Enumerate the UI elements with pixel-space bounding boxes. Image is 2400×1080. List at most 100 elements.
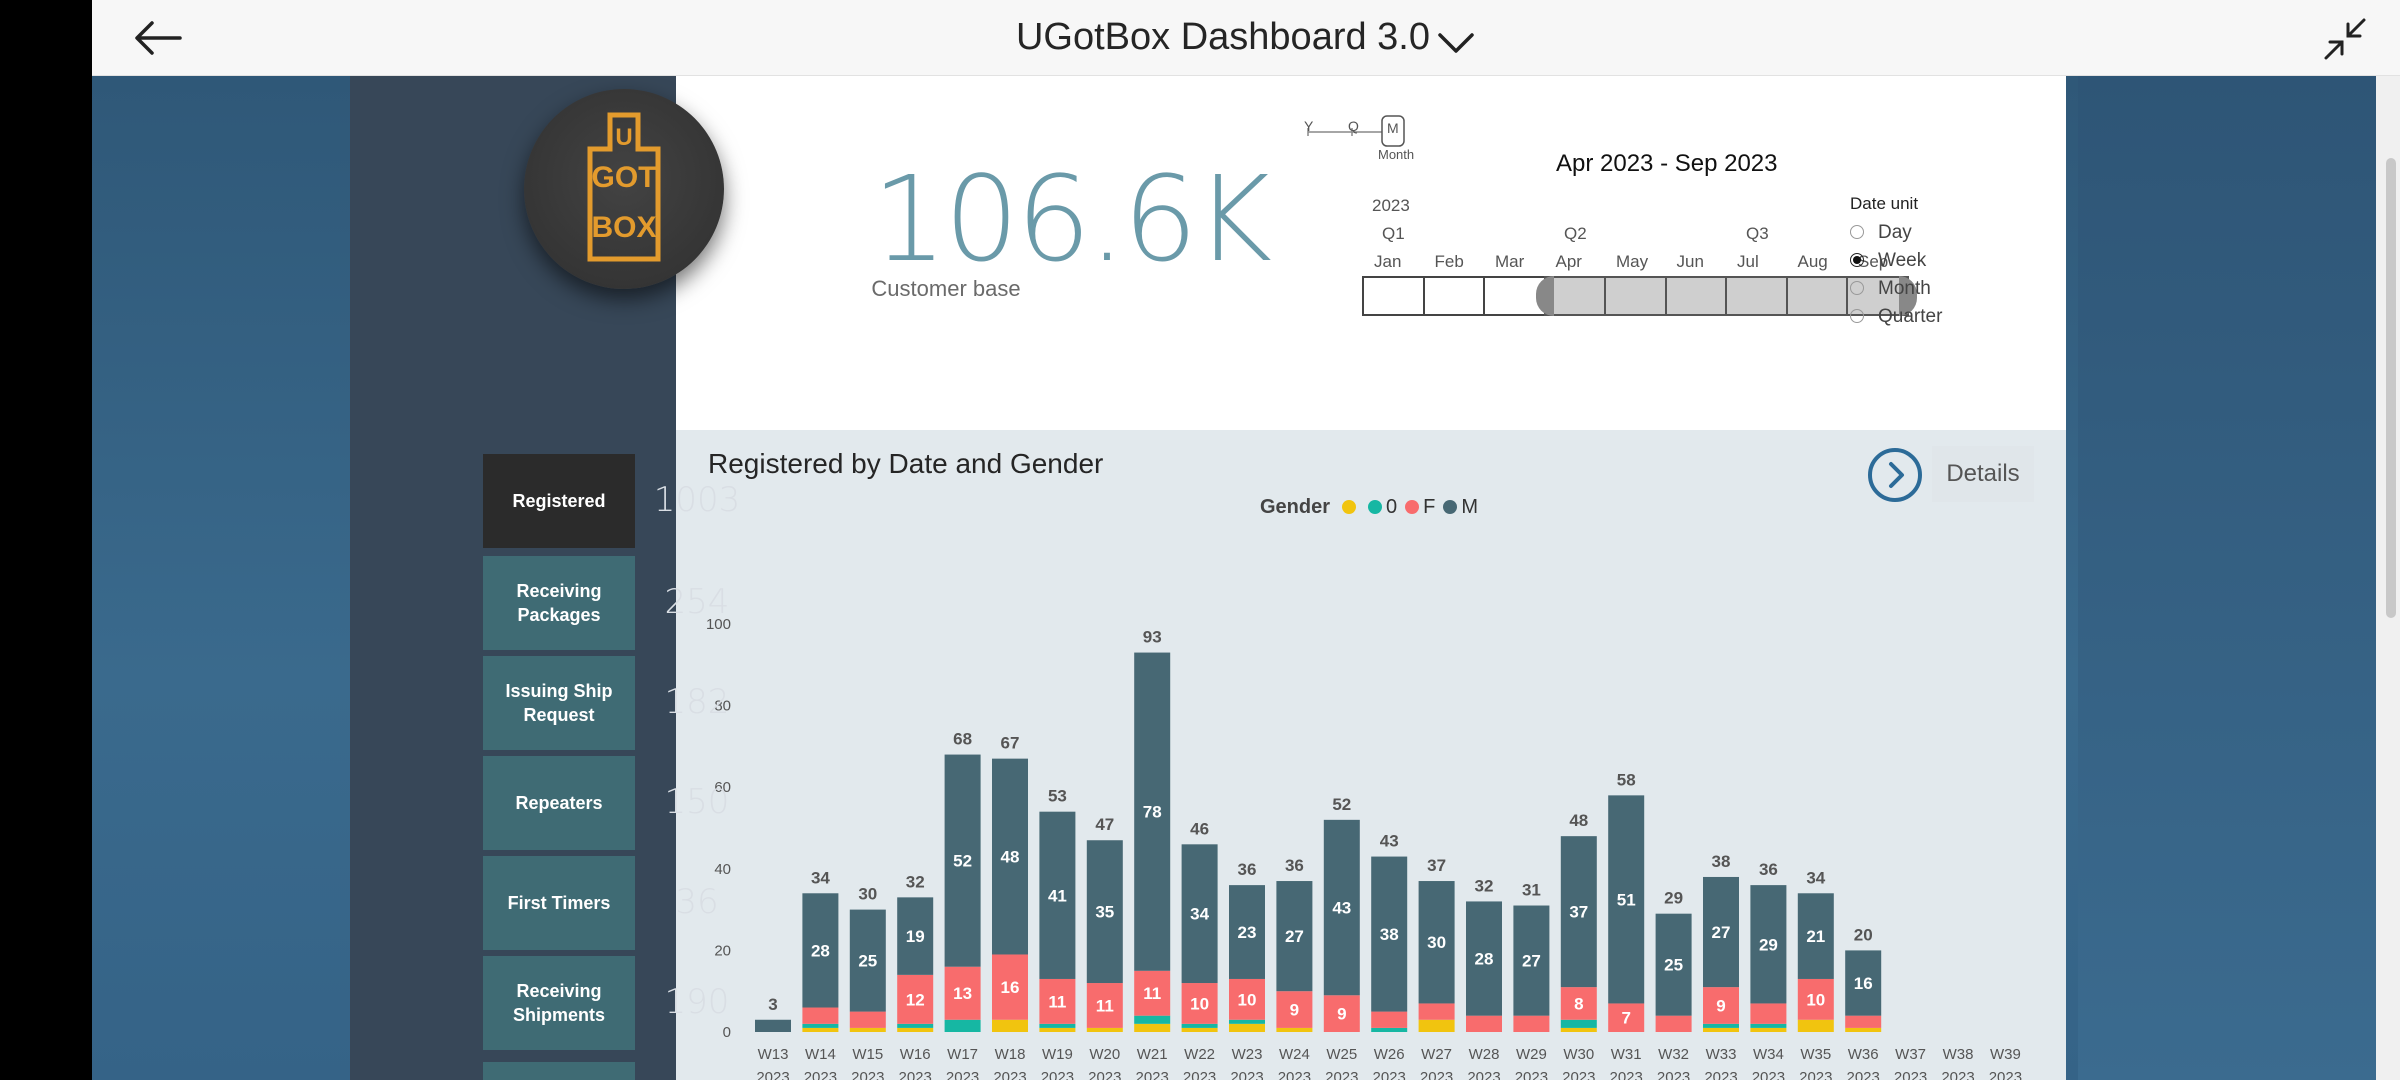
segment-data-label: 30 <box>1427 933 1446 952</box>
bar-segment <box>1560 987 1597 1020</box>
kpi-tile-first-timers[interactable]: First Timers <box>483 856 635 950</box>
radio-icon <box>1850 253 1864 267</box>
legend-item[interactable]: 0 <box>1368 496 1397 518</box>
timeline-slider[interactable] <box>1362 276 1924 316</box>
bar-segment <box>1134 1023 1171 1032</box>
bar-total-label: 29 <box>1664 889 1683 908</box>
x-tick-label-week: W37 <box>1895 1046 1926 1063</box>
logo-letter-u: U <box>615 124 632 151</box>
x-tick-label-year: 2023 <box>899 1069 932 1080</box>
x-tick-label-week: W30 <box>1563 1046 1594 1063</box>
timeline-month-cell[interactable] <box>1725 276 1788 316</box>
bar-total-label: 36 <box>1285 856 1304 875</box>
bar-segment <box>1797 1019 1834 1032</box>
date-unit-option-day[interactable]: Day <box>1850 222 1912 244</box>
timeline-month-cell[interactable] <box>1664 276 1727 316</box>
x-tick-label-week: W14 <box>805 1046 836 1063</box>
header-panel: 106.6K Customer base Y Q M Month Apr 202… <box>676 76 2066 430</box>
segment-data-label: 13 <box>953 984 972 1003</box>
chart-legend[interactable]: Gender 0 F M <box>1260 496 1486 519</box>
x-tick-label-week: W28 <box>1469 1046 1500 1063</box>
x-tick-label-year: 2023 <box>946 1069 979 1080</box>
segment-data-label: 8 <box>1574 994 1583 1013</box>
x-tick-label-year: 2023 <box>1515 1069 1548 1080</box>
chevron-right-icon <box>1868 448 1922 502</box>
segment-data-label: 23 <box>1238 923 1257 942</box>
timeline-start-handle[interactable] <box>1535 276 1554 316</box>
timeline-month-cell[interactable] <box>1604 276 1667 316</box>
y-tick-label: 40 <box>714 861 731 878</box>
legend-item[interactable]: M <box>1443 496 1478 518</box>
bar-segment <box>1181 983 1218 1024</box>
timeline-month-cell[interactable] <box>1543 276 1606 316</box>
bar-segment <box>1371 856 1408 1012</box>
timeline-month-label: Jul <box>1737 252 1759 271</box>
segment-data-label: 27 <box>1285 927 1304 946</box>
bar-segment <box>1703 1023 1739 1028</box>
chevron-down-icon[interactable] <box>1436 24 1476 54</box>
kpi-tile-registered[interactable]: Registered <box>483 454 635 548</box>
legend-swatch <box>1443 500 1458 514</box>
kpi-tile-receiving-shipments[interactable]: Receiving Shipments <box>483 956 635 1050</box>
back-arrow-icon[interactable] <box>132 18 182 58</box>
kpi-tile-receiving-packages[interactable]: Receiving Packages <box>483 556 635 650</box>
x-tick-label-year: 2023 <box>1752 1069 1785 1080</box>
kpi-tile-partial[interactable] <box>483 1062 635 1080</box>
bar-segment <box>1560 836 1597 988</box>
customer-base-value: 106.6K <box>872 150 1272 288</box>
timeline-quarter: Q1 <box>1382 224 1405 243</box>
kpi-tile-issuing-ship-request[interactable]: Issuing Ship Request <box>483 656 635 750</box>
granularity-month[interactable]: M <box>1387 120 1399 136</box>
timeline-month-cell[interactable] <box>1422 276 1485 316</box>
segment-data-label: 78 <box>1143 803 1162 822</box>
bar-segment <box>1560 1027 1597 1032</box>
legend-item[interactable]: F <box>1405 496 1435 518</box>
x-tick-label-year: 2023 <box>1041 1069 1074 1080</box>
x-tick-label-year: 2023 <box>1136 1069 1169 1080</box>
y-tick-label: 20 <box>714 942 731 959</box>
timeline-month-cell[interactable] <box>1362 276 1425 316</box>
collapse-icon[interactable] <box>2322 16 2368 62</box>
date-unit-option-label: Week <box>1878 250 1927 271</box>
bar-segment <box>1181 1023 1218 1028</box>
date-unit-option-month[interactable]: Month <box>1850 278 1931 300</box>
bar-segment <box>1086 1027 1123 1032</box>
timeline-month-cell[interactable] <box>1785 276 1848 316</box>
bar-segment <box>897 897 934 975</box>
segment-data-label: 25 <box>1664 956 1683 975</box>
x-tick-label-year: 2023 <box>1278 1069 1311 1080</box>
legend-item[interactable] <box>1342 496 1360 518</box>
kpi-tile-repeaters[interactable]: Repeaters <box>483 756 635 850</box>
bar-segment <box>1845 1015 1882 1028</box>
date-unit-option-week[interactable]: Week <box>1850 250 1926 272</box>
granularity-year[interactable]: Y <box>1304 118 1314 134</box>
segment-data-label: 37 <box>1569 903 1588 922</box>
x-tick-label-year: 2023 <box>1847 1069 1880 1080</box>
customer-base-label: Customer base <box>871 276 1021 301</box>
segment-data-label: 52 <box>953 852 972 871</box>
segment-data-label: 10 <box>1238 990 1257 1009</box>
details-button[interactable]: Details <box>1862 446 2034 502</box>
top-bar: UGotBox Dashboard 3.0 <box>92 0 2400 76</box>
scrollbar-track[interactable] <box>2376 76 2400 1080</box>
y-tick-label: 0 <box>723 1024 731 1041</box>
segment-data-label: 28 <box>811 941 830 960</box>
x-tick-label-year: 2023 <box>1230 1069 1263 1080</box>
scrollbar-thumb[interactable] <box>2386 158 2396 618</box>
granularity-switch[interactable]: Y Q M Month <box>1296 114 1416 164</box>
bar-total-label: 48 <box>1569 811 1588 830</box>
x-tick-label-week: W25 <box>1326 1046 1357 1063</box>
bar-segment <box>1039 978 1076 1024</box>
segment-data-label: 9 <box>1290 1001 1299 1020</box>
dashboard-title[interactable]: UGotBox Dashboard 3.0 <box>92 16 2400 59</box>
segment-data-label: 38 <box>1380 925 1399 944</box>
kpi-tile-value: 36 <box>675 882 719 922</box>
bar-segment <box>849 1027 886 1032</box>
date-unit-option-label: Quarter <box>1878 306 1943 327</box>
granularity-quarter[interactable]: Q <box>1348 118 1359 134</box>
timeline-end-handle[interactable] <box>1898 276 1917 316</box>
x-tick-label-week: W29 <box>1516 1046 1547 1063</box>
date-unit-option-quarter[interactable]: Quarter <box>1850 306 1942 328</box>
timeline-month-label: Sep <box>1858 252 1889 271</box>
timeline-month-cell[interactable] <box>1483 276 1546 316</box>
